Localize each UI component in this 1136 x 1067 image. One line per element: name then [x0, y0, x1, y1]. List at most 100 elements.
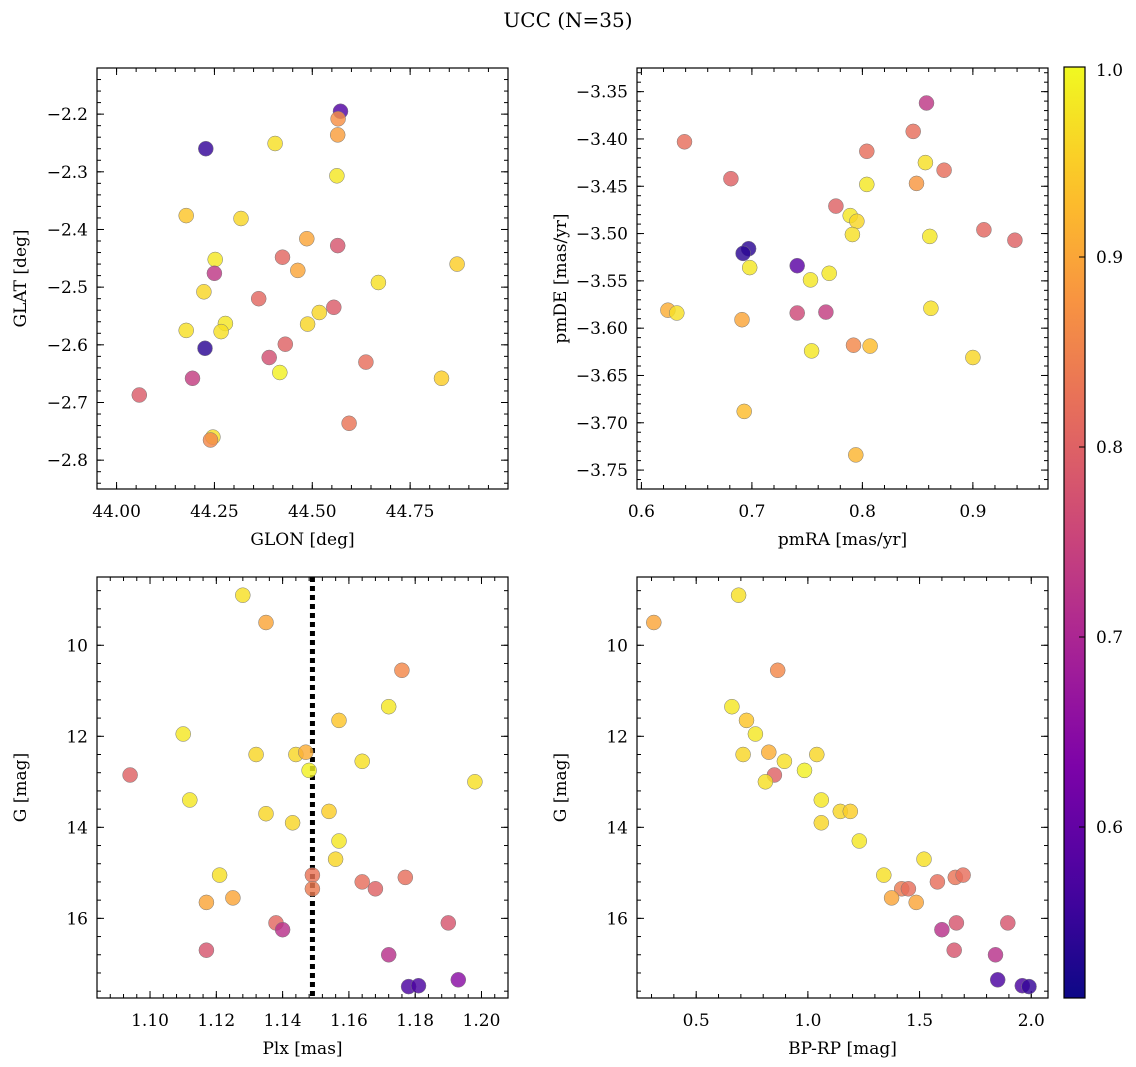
figure-title: UCC (N=35)	[503, 8, 633, 32]
panel-pmra-pmde: 0.6 0.7 0.8 0.9 −3.35 −3.40 −3.45 −3.50 −3.55 −3.…	[551, 67, 1049, 550]
colorbar-tick-label: 0.8	[1096, 438, 1123, 458]
y-tick-label: 16	[66, 909, 88, 929]
y-tick-label: −2.2	[47, 105, 88, 125]
x-tick-label: 44.25	[190, 502, 239, 522]
data-point	[380, 698, 397, 715]
data-point	[331, 833, 347, 849]
y-tick-label: −2.6	[47, 336, 88, 356]
data-point	[290, 262, 306, 279]
data-point	[809, 746, 825, 763]
data-point	[859, 176, 875, 193]
data-point	[225, 890, 241, 906]
colorbar-tick-label: 0.7	[1096, 628, 1123, 648]
data-point	[747, 726, 764, 742]
data-point	[394, 662, 410, 679]
x-tick-label: 2.0	[1018, 1011, 1045, 1031]
data-point	[761, 744, 777, 760]
data-point	[304, 881, 321, 897]
data-point	[818, 304, 834, 320]
data-point	[321, 803, 337, 820]
data-point	[802, 272, 819, 288]
data-point	[198, 140, 214, 157]
x-axis-label: pmRA [mas/yr]	[778, 530, 907, 550]
data-point	[184, 370, 201, 387]
data-point	[730, 587, 747, 603]
data-point	[735, 245, 751, 262]
data-point	[267, 135, 283, 152]
data-point	[842, 803, 859, 820]
data-point	[330, 111, 346, 127]
x-tick-label: 44.75	[386, 502, 435, 522]
data-point	[298, 744, 314, 760]
y-tick-label: −2.4	[47, 220, 88, 240]
data-point	[844, 226, 861, 243]
x-tick-label: 1.18	[396, 1011, 434, 1031]
data-point	[738, 712, 755, 729]
data-point	[304, 867, 321, 883]
panel-bprp-g: 0.5 1.0 1.5 2.0 10 12 14 16 BP-RP [mag] G [mag]	[551, 576, 1049, 1059]
x-tick-label: 0.8	[849, 502, 876, 522]
data-point	[213, 323, 229, 340]
data-point	[669, 305, 685, 321]
data-point	[916, 851, 932, 867]
data-point	[329, 237, 346, 254]
data-point	[929, 874, 946, 890]
colorbar-tick-label: 0.9	[1096, 248, 1123, 268]
data-point	[908, 894, 924, 911]
data-point	[859, 143, 875, 160]
data-point	[327, 851, 344, 867]
data-point	[849, 213, 865, 230]
data-point	[946, 942, 962, 958]
panel-glon-glat: 44.00 44.25 44.50 44.75 −2.2 −2.3 −2.4 −2.5 −2.6…	[11, 67, 509, 550]
data-point	[1007, 232, 1023, 248]
data-point	[976, 222, 992, 238]
data-point	[908, 175, 925, 192]
data-point	[965, 349, 981, 366]
data-point	[955, 867, 971, 883]
data-point	[329, 127, 346, 143]
x-tick-label: 1.16	[330, 1011, 368, 1031]
y-axis-label: GLAT [deg]	[11, 229, 31, 327]
data-point	[175, 726, 191, 742]
data-point	[258, 614, 274, 631]
data-point	[358, 354, 374, 370]
data-point	[301, 762, 317, 779]
y-tick-label: −3.40	[576, 130, 628, 150]
data-point	[918, 95, 935, 111]
data-point	[284, 815, 301, 831]
data-point	[354, 753, 370, 770]
data-point	[197, 340, 213, 357]
data-point	[370, 274, 387, 291]
data-point	[198, 894, 215, 911]
x-tick-label: 44.00	[92, 502, 141, 522]
y-axis-label: G [mag]	[551, 753, 571, 822]
colorbar-max-label: 1.0	[1096, 61, 1123, 81]
data-point	[724, 698, 740, 715]
colorbar: 0.6 0.7 0.8 0.9 1.0	[1063, 61, 1123, 999]
data-point	[789, 305, 805, 321]
data-point	[789, 257, 805, 274]
y-tick-label: −3.65	[576, 366, 628, 386]
data-point	[274, 921, 291, 938]
data-point	[354, 874, 370, 890]
data-point	[734, 311, 750, 328]
y-tick-label: −3.50	[576, 225, 628, 245]
data-point	[862, 338, 878, 354]
data-point	[883, 890, 900, 906]
data-point	[803, 343, 820, 359]
colorbar-tick-label: 0.6	[1096, 818, 1123, 838]
data-point	[828, 198, 844, 214]
data-point	[311, 304, 328, 321]
y-tick-label: 14	[66, 818, 88, 838]
y-tick-label: −3.45	[576, 177, 628, 197]
y-axis-label: pmDE [mas/yr]	[551, 213, 571, 343]
data-point	[813, 792, 830, 808]
data-point	[178, 207, 194, 224]
axes-frame	[636, 67, 1049, 490]
data-point	[845, 337, 862, 353]
y-tick-label: −3.75	[576, 461, 628, 481]
data-point	[449, 256, 465, 272]
data-point	[233, 210, 249, 227]
data-point	[905, 123, 921, 140]
x-axis-label: Plx [mas]	[262, 1039, 342, 1059]
